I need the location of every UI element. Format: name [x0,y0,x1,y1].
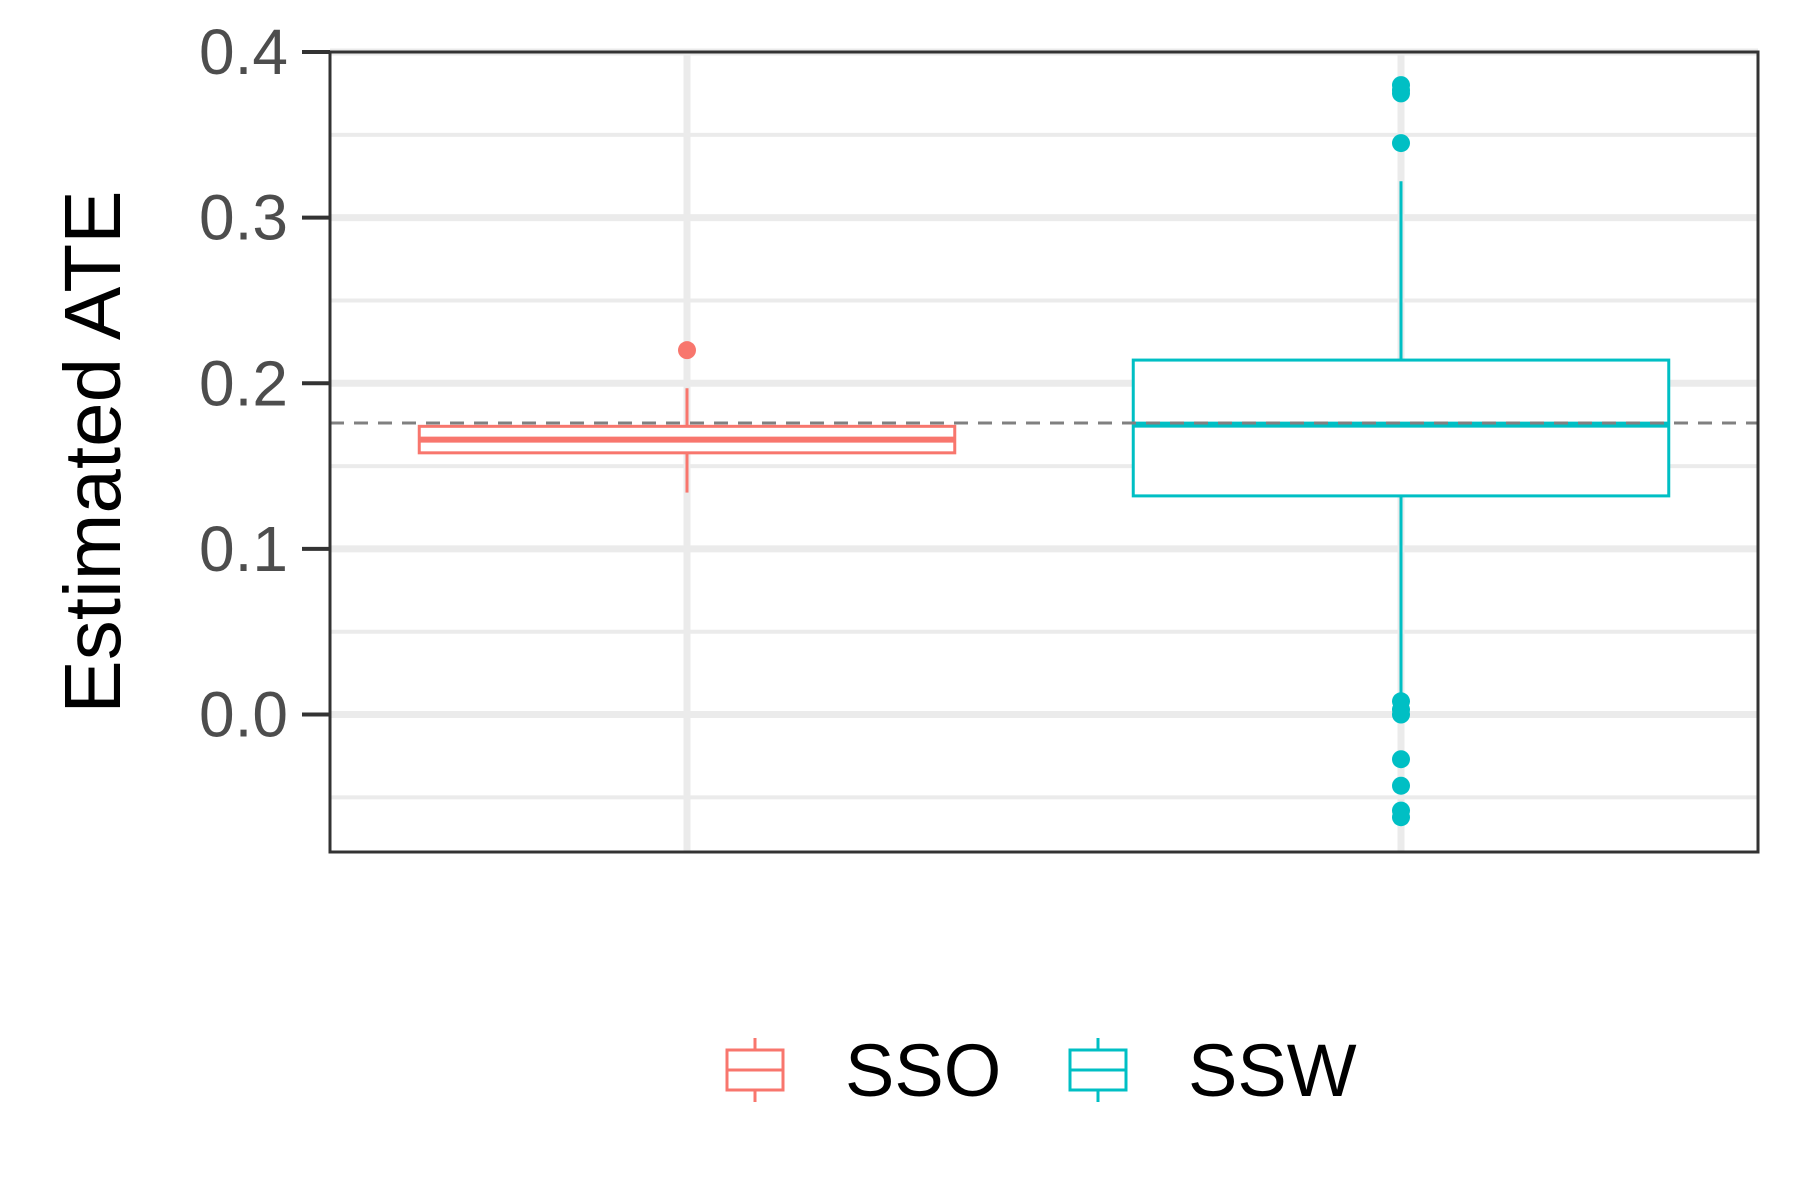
legend: SSO SSW [725,1029,1357,1112]
boxes [330,76,1758,827]
y-tick-label: 0.1 [199,513,288,585]
legend-key-icon [1068,1038,1128,1102]
box-sso [417,341,957,493]
outlier-point [1392,808,1410,827]
outlier-point [678,341,696,360]
legend-item-ssw: SSW [1068,1029,1357,1112]
y-tick-label: 0.3 [199,182,288,254]
plot-panel-border [328,50,1760,854]
legend-label: SSW [1188,1029,1357,1112]
box-ssw [1131,76,1671,827]
outlier-point [1392,776,1410,795]
y-axis-title: Estimated ATE [48,190,137,713]
y-tick-label: 0.0 [199,679,288,751]
y-tick-label: 0.4 [199,16,288,88]
outlier-point [1392,134,1410,153]
outlier-point [1392,705,1410,724]
legend-key-icon [725,1038,785,1102]
box-iqr [1131,358,1671,498]
legend-label: SSO [845,1029,1001,1112]
y-axis: 0.0 0.1 0.2 0.3 0.4 [199,16,330,751]
legend-item-sso: SSO [725,1029,1001,1112]
outlier-point [1392,750,1410,769]
outlier-point [1392,84,1410,103]
y-tick-label: 0.2 [199,347,288,419]
